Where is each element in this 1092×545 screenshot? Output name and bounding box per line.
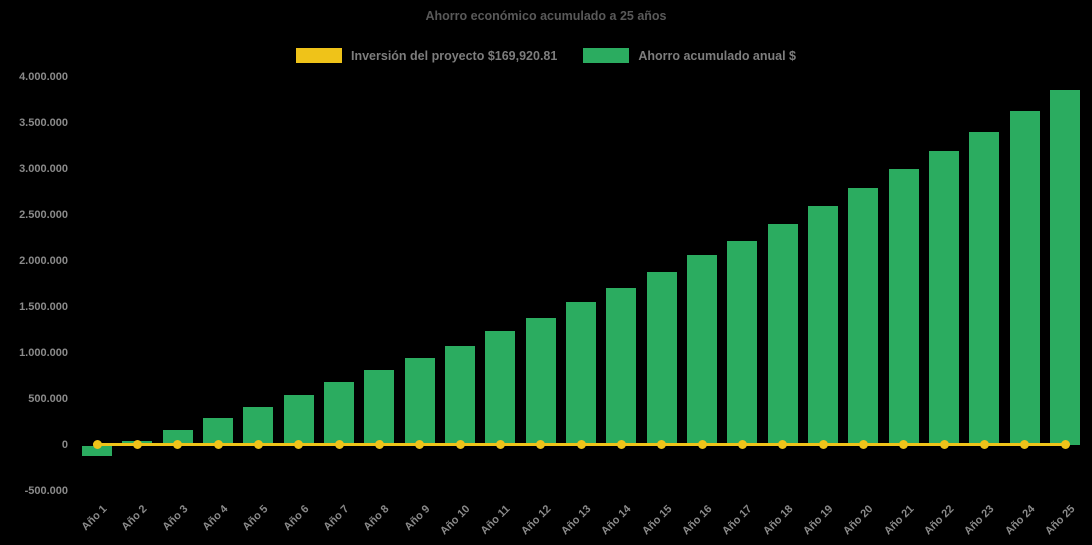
bar: [808, 205, 838, 445]
y-tick-label: 500.000: [28, 393, 68, 405]
bar: [82, 446, 112, 457]
line-marker: [737, 439, 747, 449]
line-marker: [334, 439, 344, 449]
y-tick-label: 3.500.000: [19, 117, 68, 129]
bar: [485, 330, 516, 445]
x-tick-label: Año 1: [79, 503, 110, 534]
line-marker: [1020, 439, 1030, 449]
bar: [888, 169, 919, 445]
bar: [525, 317, 556, 445]
chart-title: Ahorro económico acumulado a 25 años: [425, 9, 667, 23]
y-tick-label: 1.500.000: [19, 301, 68, 313]
y-tick-label: -500.000: [24, 485, 68, 497]
bar: [606, 287, 637, 445]
line-marker: [939, 439, 949, 449]
legend-swatch-savings: [583, 48, 630, 63]
bar: [848, 187, 879, 445]
line-marker: [132, 439, 142, 449]
bar: [243, 407, 274, 445]
line-marker: [899, 439, 909, 449]
line-marker: [979, 439, 989, 449]
line-marker: [576, 439, 586, 449]
y-tick-label: 1.000.000: [19, 347, 68, 359]
y-tick-label: 3.000.000: [19, 163, 68, 175]
bar: [283, 395, 314, 445]
bar: [969, 131, 1000, 445]
legend-item-savings: Ahorro acumulado anual $: [583, 48, 796, 63]
line-marker: [495, 439, 505, 449]
line-marker: [294, 439, 304, 449]
line-marker: [1060, 439, 1070, 449]
chart-legend: Inversión del proyecto $169,920.81 Ahorr…: [0, 48, 1092, 63]
bar: [1009, 111, 1040, 445]
bar: [687, 255, 717, 445]
bar: [445, 346, 475, 445]
y-tick-label: 2.000.000: [19, 255, 68, 267]
bar: [404, 357, 435, 445]
line-marker: [92, 439, 102, 449]
legend-label-investment: Inversión del proyecto $169,920.81: [350, 48, 558, 63]
y-tick-label: 2.500.000: [19, 209, 68, 221]
line-marker: [657, 439, 667, 449]
line-marker: [253, 439, 263, 449]
line-marker: [455, 439, 465, 449]
y-tick-label: 0: [61, 439, 68, 451]
line-marker: [213, 439, 223, 449]
bar: [324, 382, 354, 445]
line-marker: [415, 439, 425, 449]
legend-swatch-investment: [295, 48, 342, 63]
line-marker: [697, 439, 707, 449]
line-marker: [173, 439, 183, 449]
bar: [929, 151, 959, 445]
line-marker: [374, 439, 384, 449]
bar: [162, 429, 193, 445]
bar: [646, 272, 677, 445]
legend-item-investment: Inversión del proyecto $169,920.81: [295, 48, 558, 63]
legend-label-savings: Ahorro acumulado anual $: [638, 48, 797, 63]
line-marker: [858, 439, 868, 449]
line-marker: [818, 439, 828, 449]
bar: [566, 301, 596, 445]
line-marker: [616, 439, 626, 449]
bar: [364, 370, 395, 445]
bar: [1050, 90, 1080, 445]
line-marker: [536, 439, 546, 449]
y-tick-label: 4.000.000: [19, 71, 68, 83]
line-marker: [778, 439, 788, 449]
bar: [727, 240, 758, 445]
bar: [767, 223, 798, 445]
